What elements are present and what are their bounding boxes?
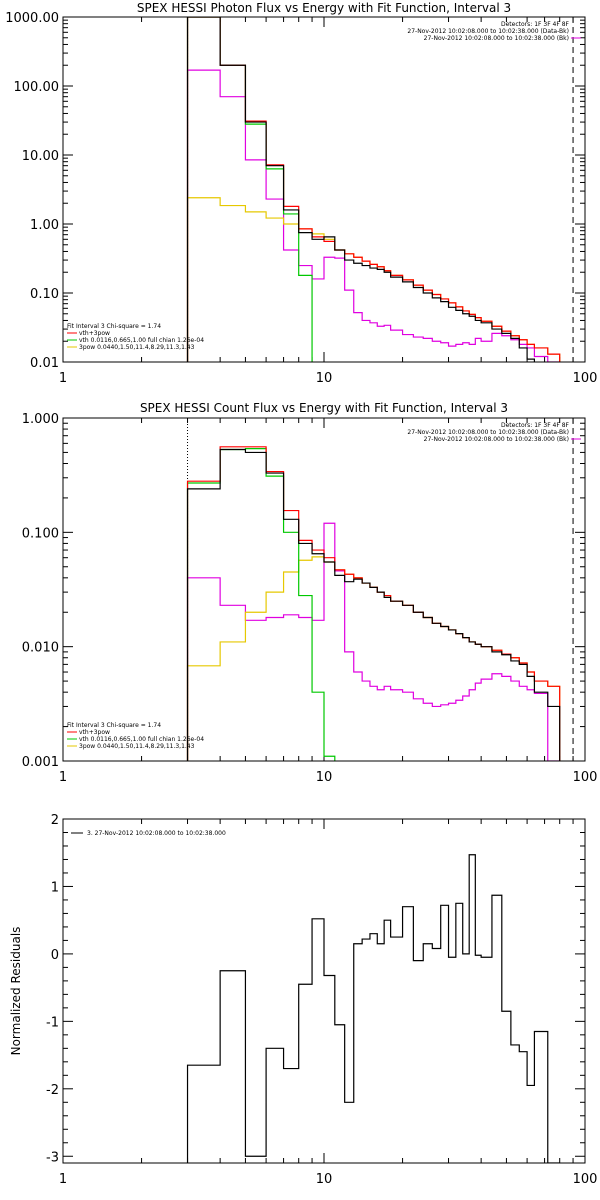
fit-legend-line: vth+3pow [79, 729, 110, 736]
series-vth-3pow-line [186, 446, 561, 761]
x-tick-label: 10 [316, 371, 333, 386]
y-tick-label: 0 [51, 948, 59, 963]
y-tick-label: 1 [51, 880, 59, 895]
plot-frame-1 [62, 16, 586, 363]
y-tick-label: 0.01 [30, 356, 59, 371]
y-tick-label: 100.00 [14, 80, 60, 95]
y-tick-label: 0.001 [22, 755, 59, 770]
series-data-bk-line [186, 17, 561, 362]
info-line: 27-Nov-2012 10:02:08.000 to 10:02:38.000… [424, 35, 569, 42]
series-vth-3pow-line [186, 17, 561, 362]
series-vth-line [186, 447, 336, 761]
plot-frame-3 [62, 818, 586, 1164]
series-3pow-line [186, 197, 561, 362]
fit-legend-line: Fit Interval 3 Chi-square = 1.74 [67, 722, 161, 729]
fit-legend-line: 3pow 0.0440,1.50,11.4,8.29,11.3,1.43 [79, 344, 195, 351]
y-tick-label: 0.100 [22, 526, 59, 541]
info-line: Detectors: 1F 3F 4F 8F [501, 422, 570, 429]
x-tick-label: 100 [573, 770, 598, 785]
y-tick-label: 1.00 [30, 218, 59, 233]
fit-legend-line: vth 0.0116,0.665,1.00 full chian 1.26e-0… [79, 337, 204, 344]
series-vth-line [186, 17, 336, 362]
info-line: Detectors: 1F 3F 4F 8F [501, 21, 570, 28]
series-bk-line [186, 69, 560, 362]
fit-legend-line: vth 0.0116,0.665,1.00 full chian 1.26e-0… [79, 736, 204, 743]
y-tick-label: 0.010 [22, 641, 59, 656]
x-tick-label: 10 [316, 770, 333, 785]
info-line: 27-Nov-2012 10:02:08.000 to 10:02:38.000… [407, 429, 569, 436]
fit-legend-line: 3pow 0.0440,1.50,11.4,8.29,11.3,1.43 [79, 743, 195, 750]
y-tick-label: -3 [46, 1150, 59, 1165]
y-axis-label: Normalized Residuals [9, 927, 23, 1056]
x-tick-label: 1 [59, 1172, 67, 1187]
fit-legend-line: vth+3pow [79, 330, 110, 337]
series-data-bk-line [186, 448, 561, 761]
info-line: 27-Nov-2012 10:02:08.000 to 10:02:38.000… [407, 28, 569, 35]
y-tick-label: -2 [46, 1083, 59, 1098]
x-tick-label: 1 [59, 371, 67, 386]
x-tick-label: 100 [573, 371, 598, 386]
series-bk-line [186, 522, 560, 761]
residual-legend-label: 3. 27-Nov-2012 10:02:08.000 to 10:02:38.… [87, 830, 226, 837]
info-line: 27-Nov-2012 10:02:08.000 to 10:02:38.000… [424, 436, 569, 443]
series-3-27-nov-2012-10-02-08-000-to-10-02-38-000-line [186, 854, 560, 1163]
chart-title-1: SPEX HESSI Photon Flux vs Energy with Fi… [137, 1, 511, 15]
plot-frame-2 [62, 417, 586, 762]
x-tick-label: 10 [316, 1172, 333, 1187]
y-tick-label: 10.00 [22, 149, 59, 164]
y-tick-label: 0.10 [30, 287, 59, 302]
y-tick-label: 1000.00 [5, 11, 59, 26]
x-tick-label: 1 [59, 770, 67, 785]
y-tick-label: 2 [51, 813, 59, 828]
y-tick-label: 1.000 [22, 412, 59, 427]
fit-legend-line: Fit Interval 3 Chi-square = 1.74 [67, 323, 161, 330]
y-tick-label: -1 [46, 1015, 59, 1030]
chart-title-2: SPEX HESSI Count Flux vs Energy with Fit… [140, 401, 508, 415]
x-tick-label: 100 [573, 1172, 598, 1187]
